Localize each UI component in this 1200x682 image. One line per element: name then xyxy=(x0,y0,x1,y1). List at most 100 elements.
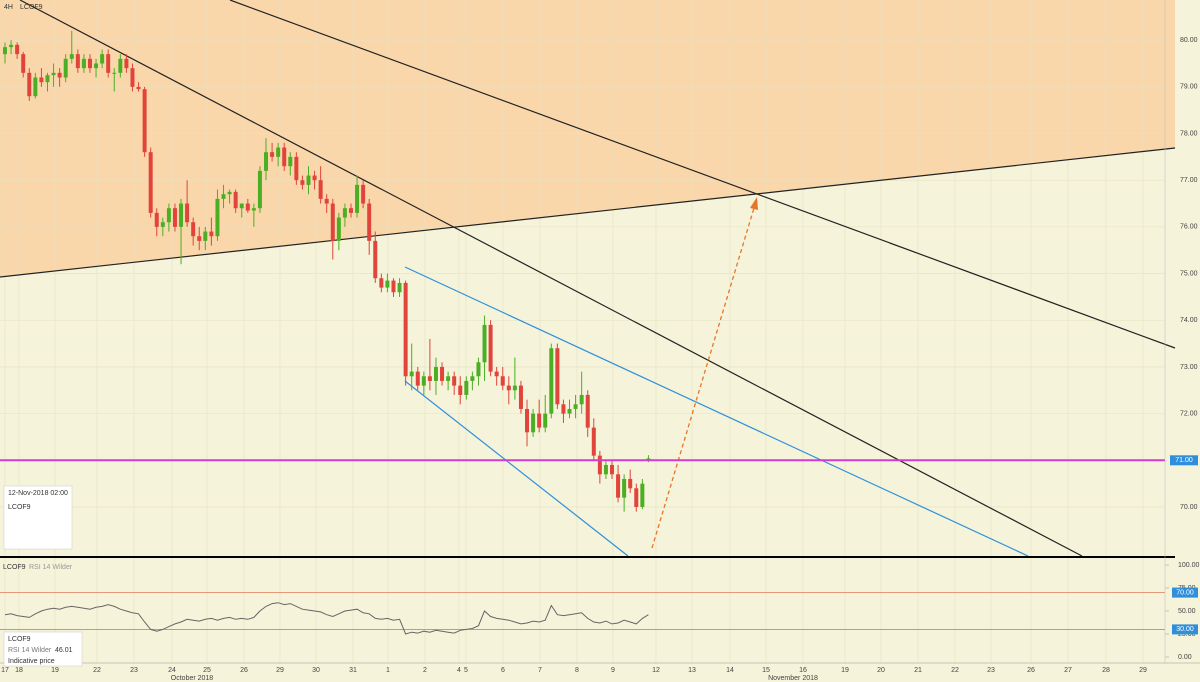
x-tick-label: 19 xyxy=(51,667,59,674)
candle-body xyxy=(603,464,608,475)
candle-body xyxy=(9,44,14,48)
candle-body xyxy=(537,413,542,428)
x-tick-label: 18 xyxy=(15,667,23,674)
candle-body xyxy=(512,385,517,391)
candle-body xyxy=(494,371,499,377)
candle-body xyxy=(264,152,269,171)
x-tick-label: 28 xyxy=(1102,667,1110,674)
candle-body xyxy=(3,47,7,55)
candle-body xyxy=(567,408,572,414)
rsi-tick-label: 50.00 xyxy=(1178,608,1196,615)
x-tick-label: 23 xyxy=(987,667,995,674)
candle-body xyxy=(215,198,220,237)
x-tick-label: 14 xyxy=(726,667,734,674)
candle-body xyxy=(549,348,554,414)
x-tick-label: 15 xyxy=(762,667,770,674)
candle-body xyxy=(622,478,627,498)
trendline xyxy=(229,0,1176,349)
candle-body xyxy=(69,54,74,59)
candle-body xyxy=(209,231,214,237)
candle-body xyxy=(57,72,62,78)
x-tick-label: 9 xyxy=(611,667,615,674)
candle-body xyxy=(100,54,105,64)
timeframe: 4H xyxy=(4,4,13,11)
candle-body xyxy=(452,376,457,386)
arrow-head xyxy=(750,197,758,210)
candle-body xyxy=(500,376,505,386)
x-tick-label: 27 xyxy=(1064,667,1072,674)
candle-body xyxy=(15,44,20,55)
candle-body xyxy=(397,282,402,293)
y-tick-label: 78.00 xyxy=(1180,130,1198,137)
candle-body xyxy=(197,236,202,241)
candle-body xyxy=(421,376,426,386)
candle-body xyxy=(367,203,372,241)
rsi-tick-label: 100.00 xyxy=(1178,562,1200,569)
candle-body xyxy=(458,385,463,395)
info-box xyxy=(3,485,73,550)
x-tick-label: 16 xyxy=(799,667,807,674)
candle-body xyxy=(312,175,317,181)
candle-body xyxy=(257,170,262,209)
candle-body xyxy=(318,180,323,199)
rsi-level-label: 70.00 xyxy=(1176,589,1194,596)
candle-body xyxy=(385,280,390,288)
candle-body xyxy=(446,376,451,381)
candle-body xyxy=(610,464,614,475)
candle-body xyxy=(361,184,366,204)
grid xyxy=(0,0,1165,663)
rsi-tick-label: 0.00 xyxy=(1178,654,1192,661)
candle-body xyxy=(324,198,329,204)
candle-body xyxy=(573,404,578,409)
candle-body xyxy=(415,371,420,386)
candle-body xyxy=(640,483,645,507)
candle-body xyxy=(87,58,92,69)
y-tick-label: 74.00 xyxy=(1180,317,1198,324)
x-tick-label: 29 xyxy=(1139,667,1147,674)
price-label-box xyxy=(1170,455,1198,466)
x-tick-label: 23 xyxy=(130,667,138,674)
rsi-box-name: RSI 14 Wilder xyxy=(8,647,52,654)
candle-body xyxy=(81,58,86,69)
y-tick-label: 75.00 xyxy=(1180,270,1198,277)
x-tick-label: 5 xyxy=(464,667,468,674)
candle-body xyxy=(191,222,196,237)
rsi-box-symbol: LCOF9 xyxy=(8,636,31,643)
candle-body xyxy=(45,75,50,83)
candle-body xyxy=(409,371,414,377)
candle-body xyxy=(427,376,432,381)
candle-body xyxy=(276,147,281,157)
candle-body xyxy=(288,156,293,167)
y-tick-label: 72.00 xyxy=(1180,410,1198,417)
candle-body xyxy=(185,203,190,223)
candle-body xyxy=(543,413,548,428)
candle-body xyxy=(239,203,244,209)
candle-body xyxy=(585,394,590,428)
x-tick-label: 1 xyxy=(386,667,390,674)
candle-body xyxy=(518,385,523,409)
candle-body xyxy=(160,222,165,227)
candle-body xyxy=(154,212,159,227)
candle-body xyxy=(379,278,384,288)
info-datetime: 12-Nov-2018 02:00 xyxy=(8,490,68,497)
candle-body xyxy=(94,63,99,69)
candle-body xyxy=(525,408,530,433)
candle-body xyxy=(476,362,481,377)
candle-body xyxy=(330,203,335,241)
y-tick-label: 70.00 xyxy=(1180,504,1198,511)
candle-body xyxy=(106,54,111,73)
candle-body xyxy=(391,280,396,293)
channel-line xyxy=(404,266,1029,557)
y-tick-label: 79.00 xyxy=(1180,84,1198,91)
candle-body xyxy=(233,191,238,209)
rsi-level-box xyxy=(1172,624,1198,635)
candle-body xyxy=(270,152,275,157)
x-tick-label: 22 xyxy=(93,667,101,674)
candle-body xyxy=(506,385,511,391)
month-label: October 2018 xyxy=(171,675,214,682)
candle-body xyxy=(245,203,250,211)
candle-body xyxy=(561,404,566,414)
candle-body xyxy=(166,208,171,223)
candle-body xyxy=(306,175,311,185)
candle-body xyxy=(579,394,584,405)
